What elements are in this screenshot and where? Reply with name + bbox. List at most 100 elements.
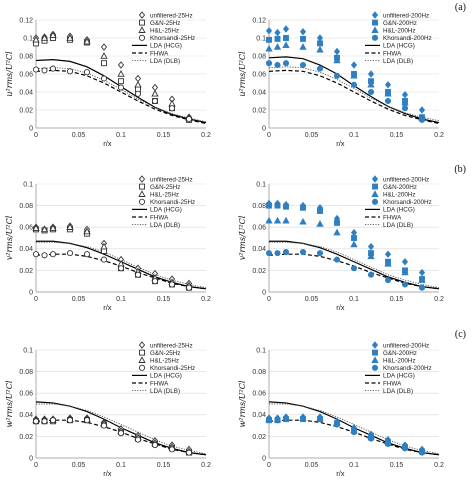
data-point-circle — [265, 60, 273, 67]
data-point-circle — [66, 250, 74, 257]
data-point-triangle — [66, 223, 74, 230]
y-tick-label: 0.06 — [252, 71, 266, 78]
y-tick-label: 0.06 — [19, 391, 33, 398]
data-point-diamond — [299, 27, 307, 36]
curve-fhwa — [268, 253, 440, 290]
data-point-triangle — [350, 240, 358, 248]
legend-label: H&L-25Hz — [150, 358, 179, 365]
data-point-circle — [32, 418, 40, 425]
data-point-circle — [49, 65, 57, 72]
y-tick-label: 0 — [262, 125, 266, 132]
series-khorsandi-200hz — [265, 60, 426, 123]
data-point-square — [300, 35, 306, 42]
data-point-triangle — [299, 43, 307, 50]
data-point-circle — [100, 422, 108, 429]
y-tick-label: 0.08 — [252, 369, 266, 376]
y-tick-label: 0 — [262, 289, 266, 296]
data-point-circle — [41, 252, 48, 259]
y-tick-label: 0.1 — [256, 181, 266, 188]
y-tick-label: 0.02 — [19, 434, 33, 441]
data-point-square — [351, 235, 357, 241]
legend-label: unfiltered-200Hz — [383, 342, 429, 349]
y-axis-label: w²rms/U²Cl — [238, 380, 247, 427]
y-tick-label: 0.02 — [19, 268, 33, 275]
data-point-diamond — [418, 268, 426, 277]
data-point-circle — [83, 251, 91, 258]
legend-marker — [138, 364, 146, 371]
x-tick-label: 0.05 — [305, 132, 319, 139]
data-point-circle — [265, 250, 273, 257]
data-point-diamond — [274, 28, 281, 37]
legend-label: LDA (DLB) — [383, 58, 413, 65]
data-point-triangle — [265, 216, 273, 224]
data-point-circle — [418, 449, 426, 456]
data-point-circle — [185, 284, 193, 291]
chart-panel-a-right: 0 0.02 0.04 0.06 0.08 0.1 0.12 0 0.05 0.1 0.15 0.2 r… — [238, 11, 444, 148]
data-point-circle — [168, 446, 176, 453]
y-axis-label: u²rms/U²Cl — [238, 51, 247, 97]
x-tick-label: 0.05 — [72, 462, 86, 469]
data-point-circle — [274, 61, 281, 69]
data-point-circle — [282, 248, 290, 256]
legend-marker — [138, 356, 146, 363]
data-point-diamond — [401, 90, 409, 99]
x-tick-label: 0 — [34, 296, 38, 303]
data-point-circle — [151, 441, 159, 449]
y-tick-label: 0.06 — [252, 391, 266, 398]
data-point-circle — [185, 449, 193, 456]
legend-marker — [138, 26, 146, 33]
data-point-triangle — [367, 80, 375, 88]
data-point-circle — [66, 417, 74, 424]
data-point-circle — [282, 416, 290, 423]
legend-marker — [371, 341, 379, 349]
legend-label: Khorsandi-200Hz — [383, 199, 432, 206]
legend: unfiltered-25HzG&N-25HzH&L-25HzKhorsandi… — [132, 11, 195, 65]
data-point-circle — [49, 417, 57, 424]
legend-label: FHWA — [150, 380, 169, 387]
x-tick-label: 0.15 — [157, 296, 171, 303]
legend-label: H&L-200Hz — [383, 28, 416, 35]
legend-label: G&N-25Hz — [150, 184, 180, 191]
data-point-circle — [100, 75, 108, 82]
data-point-triangle — [316, 45, 324, 53]
data-point-diamond — [134, 74, 142, 83]
series-khorsandi-25hz — [32, 65, 193, 123]
y-tick-label: 0.08 — [19, 369, 33, 376]
legend-label: H&L-25Hz — [150, 28, 179, 35]
data-point-square — [101, 60, 107, 67]
data-point-triangle — [273, 216, 282, 224]
data-point-square — [266, 36, 272, 43]
x-axis-label: r/x — [336, 469, 345, 476]
data-point-diamond — [333, 47, 341, 56]
data-point-triangle — [273, 43, 282, 50]
legend-label: G&N-200Hz — [383, 20, 417, 27]
legend-marker — [139, 19, 145, 26]
x-tick-label: 0.15 — [390, 462, 404, 469]
x-axis-label: r/x — [336, 303, 345, 312]
data-point-square — [283, 203, 289, 210]
data-point-circle — [384, 97, 392, 105]
x-tick-label: 0 — [267, 132, 271, 139]
x-tick-label: 0.2 — [201, 462, 211, 469]
data-point-triangle — [83, 37, 91, 45]
data-point-diamond — [100, 43, 108, 51]
series-h-l-25hz — [32, 31, 193, 121]
legend: unfiltered-25HzG&N-25HzH&L-25HzKhorsandi… — [132, 341, 195, 395]
legend-marker — [371, 364, 379, 371]
data-point-circle — [299, 248, 307, 256]
series-g-n-200hz — [266, 416, 425, 455]
data-point-circle — [418, 284, 426, 291]
y-tick-label: 0.1 — [256, 347, 266, 354]
curve-lda-dlb- — [36, 403, 207, 455]
data-point-circle — [117, 265, 125, 272]
data-point-diamond — [282, 25, 290, 33]
data-point-square — [118, 78, 124, 85]
legend-marker — [371, 26, 379, 33]
x-tick-label: 0.2 — [434, 132, 444, 139]
legend-label: FHWA — [383, 50, 402, 57]
data-point-circle — [418, 116, 426, 123]
legend-label: unfiltered-25Hz — [150, 12, 193, 19]
data-point-triangle — [32, 35, 40, 43]
legend-label: G&N-200Hz — [383, 350, 417, 357]
